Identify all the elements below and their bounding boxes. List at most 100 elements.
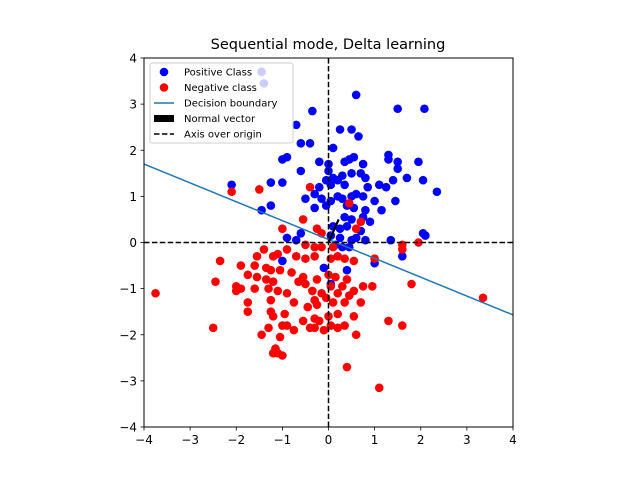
x-tick-label: −4 — [135, 433, 153, 447]
negative-point — [314, 316, 324, 326]
positive-point — [278, 256, 287, 266]
negative-point — [243, 307, 253, 316]
negative-point — [268, 348, 278, 358]
negative-point — [342, 362, 352, 372]
normal-vector — [327, 218, 340, 243]
positive-point — [377, 205, 386, 215]
positive-point — [266, 178, 276, 187]
positive-point — [361, 205, 370, 215]
negative-point — [374, 383, 384, 393]
positive-point — [301, 194, 310, 203]
legend-marker — [159, 83, 169, 92]
legend-label: Normal vector — [184, 114, 256, 125]
negative-point — [231, 286, 241, 296]
positive-point — [335, 224, 345, 233]
positive-point — [420, 104, 429, 114]
negative-point — [312, 275, 322, 284]
negative-point — [266, 265, 276, 275]
negative-point — [275, 332, 285, 342]
positive-point — [308, 106, 317, 116]
positive-point — [358, 159, 368, 169]
x-tick-label: 2 — [417, 433, 425, 447]
positive-point — [340, 212, 349, 222]
positive-point — [342, 222, 352, 231]
positive-point — [351, 233, 361, 243]
negative-point — [340, 254, 349, 263]
positive-point — [347, 215, 356, 224]
positive-point — [333, 175, 343, 185]
negative-point — [342, 275, 352, 284]
negative-point — [211, 277, 220, 287]
negative-point — [298, 215, 308, 224]
negative-point — [278, 351, 287, 360]
negative-point — [368, 282, 377, 291]
y-tick-label: 2 — [129, 144, 137, 158]
positive-point — [340, 180, 349, 190]
negative-point — [298, 316, 308, 326]
negative-point — [333, 323, 343, 333]
negative-point — [289, 298, 299, 307]
positive-point — [384, 155, 393, 164]
negative-point — [333, 252, 343, 261]
positive-point — [310, 203, 319, 213]
positive-point — [282, 152, 292, 162]
positive-point — [361, 173, 370, 183]
positive-point — [340, 157, 349, 167]
negative-point — [312, 300, 322, 310]
negative-point — [236, 261, 246, 270]
positive-point — [421, 231, 430, 240]
chart-title: Sequential mode, Delta learning — [211, 37, 446, 53]
y-tick-label: −1 — [119, 282, 137, 296]
positive-point — [328, 143, 338, 153]
negative-point — [328, 242, 338, 252]
negative-point — [398, 245, 407, 254]
negative-point — [308, 286, 317, 296]
negative-point — [227, 187, 236, 197]
negative-point — [280, 309, 289, 319]
negative-point — [303, 302, 313, 312]
positive-point — [393, 164, 402, 173]
positive-point — [314, 157, 324, 167]
negative-point — [333, 309, 343, 319]
positive-point — [358, 192, 368, 201]
negative-point — [291, 252, 301, 261]
positive-point — [335, 233, 345, 243]
legend-label: Decision boundary — [184, 99, 277, 110]
negative-point — [243, 270, 253, 280]
negative-point — [250, 261, 259, 270]
x-tick-label: 1 — [371, 433, 379, 447]
positive-point — [393, 104, 402, 114]
negative-point — [252, 272, 262, 282]
legend-patch — [154, 115, 174, 122]
negative-point — [344, 198, 354, 208]
negative-point — [338, 282, 347, 291]
negative-point — [257, 330, 266, 340]
negative-point — [414, 238, 423, 247]
negative-point — [356, 217, 366, 227]
negative-point — [268, 312, 278, 321]
negative-point — [268, 277, 278, 287]
negative-point — [282, 321, 292, 330]
negative-point — [264, 323, 273, 333]
negative-point — [349, 312, 359, 321]
positive-point — [370, 196, 379, 206]
negative-point — [349, 256, 359, 266]
legend: Positive Class Negative class Decision bou… — [149, 62, 294, 144]
negative-point — [275, 265, 285, 275]
positive-point — [351, 189, 361, 199]
legend-label: Axis over origin — [184, 130, 262, 141]
negative-point — [351, 224, 361, 233]
positive-point — [338, 194, 347, 203]
negative-point — [273, 286, 283, 296]
negative-point — [340, 321, 349, 330]
positive-point — [317, 194, 326, 203]
x-tick-label: −3 — [181, 433, 199, 447]
positive-point — [296, 139, 306, 148]
legend-marker — [159, 67, 169, 77]
positive-point — [227, 180, 236, 190]
y-tick-label: −2 — [119, 328, 137, 342]
negative-point — [215, 256, 225, 266]
x-tick-label: −2 — [227, 433, 245, 447]
negative-point — [478, 293, 488, 303]
x-tick-label: −1 — [274, 433, 292, 447]
